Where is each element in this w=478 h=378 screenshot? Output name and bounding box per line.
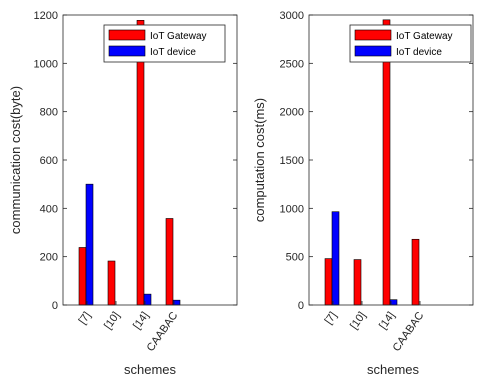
left-bar-gateway-0 [78, 247, 87, 306]
right-x-tick-label-2: [14] [377, 310, 397, 332]
right-x-tick-label-1: [10] [348, 310, 368, 332]
left-bar-gateway-1 [107, 260, 116, 306]
left-x-tick-label-1: [10] [102, 310, 122, 332]
right-legend: IoT Gateway IoT device [349, 24, 472, 63]
right-legend-label-device: IoT device [396, 47, 442, 58]
left-y-tick-label-5: 1000 [34, 58, 58, 70]
left-x-axis-label: schemes [124, 362, 177, 377]
right-y-tick-label-5: 2500 [280, 58, 304, 70]
right-y-tick-label-2: 1000 [280, 203, 304, 215]
right-y-ticks: 0 500 1000 1500 2000 2500 3000 [280, 10, 473, 312]
right-y-tick-label-1: 500 [286, 252, 304, 264]
left-legend: IoT Gateway IoT device [103, 24, 226, 63]
right-x-axis-label: schemes [367, 362, 420, 377]
left-x-tick-label-2: [14] [131, 310, 151, 332]
right-y-tick-label-4: 2000 [280, 107, 304, 119]
right-x-ticks: [7] [10] [14]CAABAC [323, 301, 426, 354]
left-y-tick-label-4: 800 [40, 107, 58, 119]
left-y-tick-label-3: 600 [40, 155, 58, 167]
left-y-tick-label-1: 200 [40, 252, 58, 264]
left-y-tick-label-2: 400 [40, 203, 58, 215]
left-y-ticks: 0 200 400 600 800 1000 1200 [34, 10, 237, 312]
left-legend-swatch-device [108, 45, 146, 57]
right-y-axis-label: computation cost(ms) [252, 98, 267, 222]
right-bar-gateway-1 [353, 259, 362, 306]
right-legend-label-gateway: IoT Gateway [396, 31, 453, 42]
right-legend-swatch-device [354, 45, 392, 57]
left-y-tick-label-6: 1200 [34, 10, 58, 22]
right-bar-gateway-2 [382, 19, 391, 306]
left-x-tick-label-0: [7] [77, 310, 94, 327]
right-bar-gateway-0 [324, 258, 333, 306]
right-y-tick-label-6: 3000 [280, 10, 304, 22]
left-bar-device-0 [85, 183, 94, 306]
left-y-tick-label-0: 0 [52, 300, 58, 312]
left-bar-gateway-2 [136, 20, 145, 306]
left-legend-label-device: IoT device [150, 47, 196, 58]
right-y-tick-label-0: 0 [298, 300, 304, 312]
right-legend-swatch-gateway [354, 29, 392, 41]
right-y-tick-label-3: 1500 [280, 155, 304, 167]
left-x-ticks: [7] [10] [14]CAABAC [77, 301, 180, 354]
left-y-axis-label: communication cost(byte) [8, 86, 23, 234]
left-legend-label-gateway: IoT Gateway [150, 31, 207, 42]
right-bar-gateway-3 [411, 238, 420, 306]
right-bar-device-0 [331, 211, 340, 306]
right-x-tick-label-0: [7] [323, 310, 340, 327]
left-legend-swatch-gateway [108, 29, 146, 41]
left-bar-gateway-3 [165, 218, 174, 306]
